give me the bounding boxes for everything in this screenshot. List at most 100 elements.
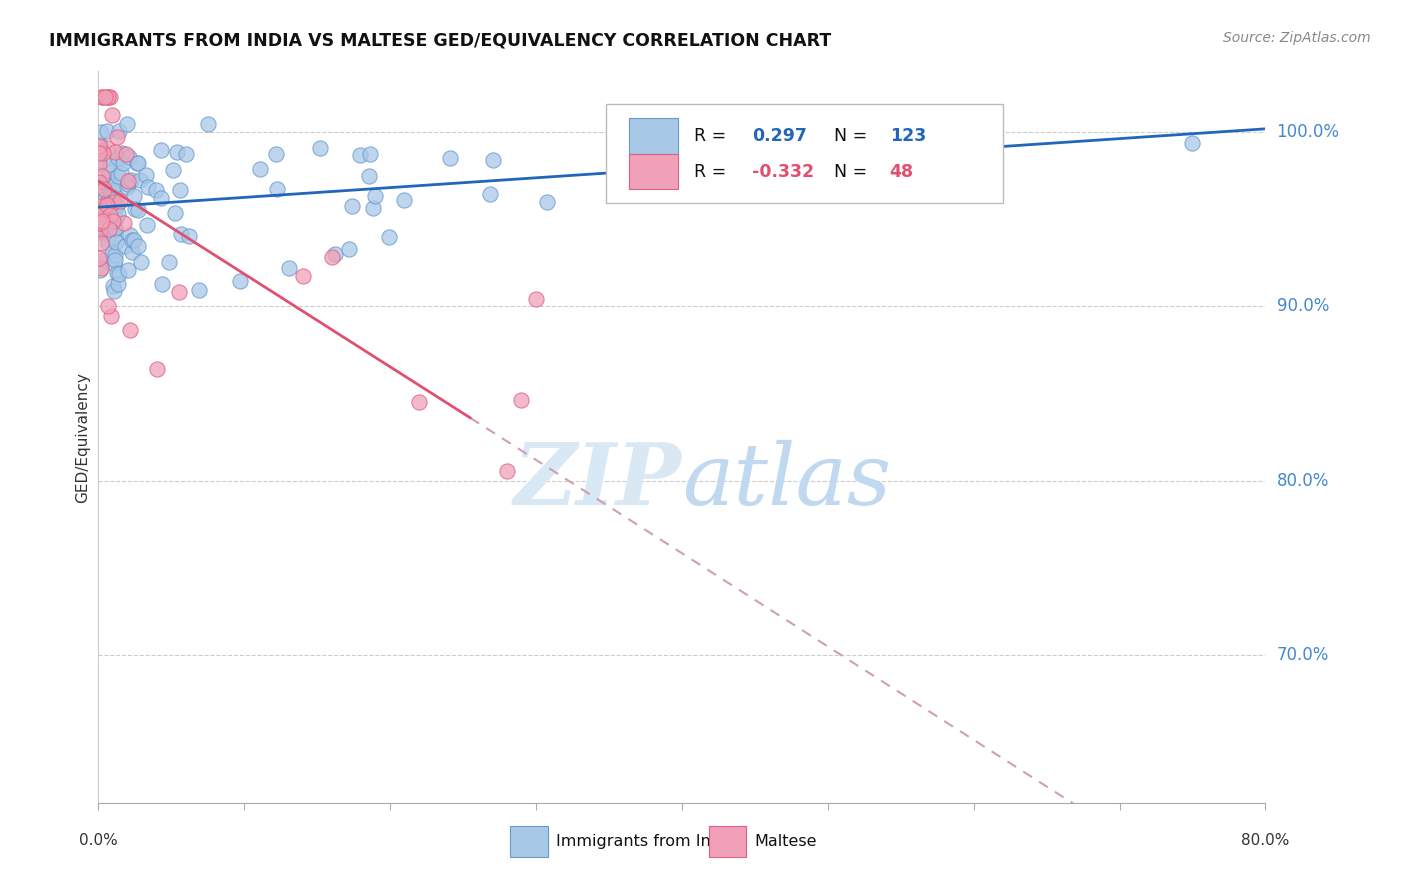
Point — [361, 201, 384, 215]
Point — [321, 251, 343, 265]
Point — [93, 199, 115, 213]
Point — [104, 221, 127, 235]
Point — [169, 183, 191, 197]
Text: R =: R = — [693, 162, 731, 180]
Text: N =: N = — [834, 162, 872, 180]
Point — [91, 186, 114, 201]
Point — [100, 215, 122, 229]
Point — [187, 283, 209, 297]
Point — [90, 125, 112, 139]
Point — [101, 222, 124, 236]
Point — [1181, 136, 1204, 151]
Point — [104, 235, 127, 249]
Point — [136, 180, 159, 194]
Point — [439, 151, 461, 165]
Point — [100, 226, 122, 240]
Point — [94, 199, 117, 213]
Point — [163, 206, 186, 220]
Point — [91, 219, 114, 234]
Point — [98, 178, 121, 193]
Point — [120, 172, 142, 186]
Text: 0.297: 0.297 — [752, 127, 807, 145]
Point — [107, 277, 129, 291]
Point — [89, 178, 111, 193]
Point — [94, 219, 117, 233]
Point — [97, 165, 120, 179]
Point — [90, 90, 112, 104]
Point — [105, 198, 128, 212]
Text: N =: N = — [834, 127, 872, 145]
Text: -0.332: -0.332 — [752, 162, 814, 180]
Text: Source: ZipAtlas.com: Source: ZipAtlas.com — [1223, 31, 1371, 45]
Point — [122, 233, 145, 247]
Text: 70.0%: 70.0% — [1277, 646, 1329, 664]
Point — [114, 239, 136, 253]
Point — [125, 156, 148, 170]
Point — [104, 145, 127, 159]
Point — [114, 216, 136, 230]
Point — [364, 189, 387, 203]
Point — [709, 157, 731, 171]
Point — [129, 173, 152, 187]
FancyBboxPatch shape — [606, 104, 1002, 203]
Point — [89, 223, 111, 237]
Point — [98, 184, 121, 198]
FancyBboxPatch shape — [630, 118, 679, 153]
Point — [337, 242, 360, 256]
Point — [150, 277, 173, 291]
Point — [89, 175, 111, 189]
Point — [107, 207, 129, 221]
Point — [107, 124, 129, 138]
Point — [90, 216, 112, 230]
Point — [90, 211, 112, 226]
Point — [89, 263, 111, 277]
Point — [97, 171, 120, 186]
Point — [110, 166, 132, 180]
Point — [107, 169, 129, 183]
Point — [177, 229, 200, 244]
Point — [96, 217, 118, 231]
Point — [97, 299, 120, 313]
Point — [117, 178, 139, 192]
Point — [101, 190, 124, 204]
Point — [127, 155, 149, 169]
Point — [89, 252, 111, 266]
Point — [150, 191, 173, 205]
Point — [93, 253, 115, 268]
Point — [89, 157, 111, 171]
Point — [408, 394, 430, 409]
Text: Immigrants from India: Immigrants from India — [555, 834, 735, 849]
Point — [89, 193, 111, 207]
FancyBboxPatch shape — [630, 153, 679, 189]
Point — [100, 187, 122, 202]
Point — [91, 212, 114, 227]
Point — [264, 147, 287, 161]
Point — [108, 267, 131, 281]
Text: atlas: atlas — [682, 440, 891, 523]
Point — [105, 129, 128, 144]
Point — [97, 90, 120, 104]
Point — [103, 257, 125, 271]
Point — [93, 90, 115, 104]
Point — [149, 143, 172, 157]
Point — [97, 194, 120, 208]
Text: R =: R = — [693, 127, 731, 145]
Point — [229, 274, 252, 288]
Point — [146, 362, 169, 376]
Point — [93, 175, 115, 189]
Point — [118, 322, 141, 336]
Point — [122, 189, 145, 203]
Point — [89, 225, 111, 239]
Point — [291, 268, 314, 283]
Point — [349, 148, 371, 162]
Point — [135, 168, 157, 182]
Y-axis label: GED/Equivalency: GED/Equivalency — [75, 372, 90, 502]
Point — [100, 309, 122, 323]
Point — [90, 260, 112, 275]
Point — [121, 244, 143, 259]
Point — [91, 145, 114, 160]
Point — [104, 248, 127, 262]
Point — [481, 153, 503, 167]
Point — [89, 146, 111, 161]
Point — [104, 253, 127, 268]
